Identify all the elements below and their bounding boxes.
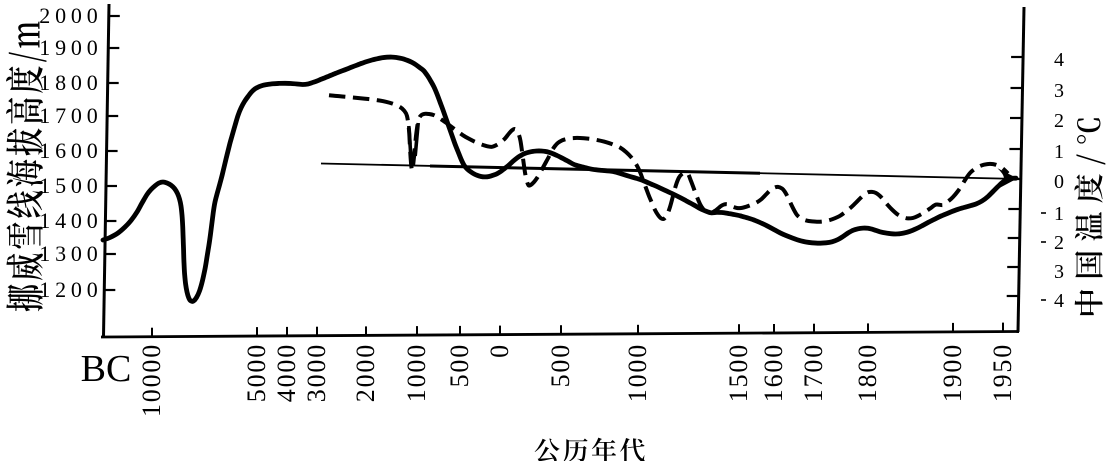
svg-text:1: 1 bbox=[1054, 141, 1064, 163]
svg-text:1200: 1200 bbox=[39, 277, 102, 302]
svg-text:1800: 1800 bbox=[39, 70, 102, 95]
svg-text:1000: 1000 bbox=[402, 343, 431, 402]
svg-text:3000: 3000 bbox=[302, 343, 331, 402]
svg-text:10000: 10000 bbox=[137, 343, 166, 417]
svg-text:0: 0 bbox=[485, 343, 514, 358]
svg-text:1000: 1000 bbox=[623, 343, 652, 402]
svg-text:1800: 1800 bbox=[853, 343, 882, 402]
svg-text:1600: 1600 bbox=[39, 138, 102, 163]
svg-text:500: 500 bbox=[445, 343, 474, 387]
svg-text:1900: 1900 bbox=[938, 343, 967, 402]
svg-text:1950: 1950 bbox=[988, 343, 1017, 402]
svg-text:3: 3 bbox=[1054, 80, 1064, 102]
svg-text:3: 3 bbox=[1054, 261, 1064, 283]
svg-text:4000: 4000 bbox=[272, 343, 301, 402]
svg-text:2: 2 bbox=[1054, 110, 1064, 132]
svg-text:4: 4 bbox=[1054, 290, 1064, 312]
svg-text:1600: 1600 bbox=[759, 343, 788, 402]
svg-text:1300: 1300 bbox=[39, 241, 102, 266]
svg-text:BC: BC bbox=[81, 348, 132, 390]
svg-text:500: 500 bbox=[546, 343, 575, 387]
svg-text:1700: 1700 bbox=[799, 343, 828, 402]
svg-text:0: 0 bbox=[1054, 171, 1064, 193]
svg-text:2000: 2000 bbox=[351, 343, 380, 402]
svg-text:1900: 1900 bbox=[39, 35, 102, 60]
svg-text:4: 4 bbox=[1054, 49, 1064, 71]
svg-text:1500: 1500 bbox=[724, 343, 753, 402]
svg-text:2: 2 bbox=[1054, 232, 1064, 254]
svg-text:1: 1 bbox=[1054, 203, 1064, 225]
svg-text:5000: 5000 bbox=[242, 343, 271, 402]
svg-text:2000: 2000 bbox=[39, 3, 102, 28]
svg-text:1700: 1700 bbox=[39, 103, 102, 128]
svg-text:1500: 1500 bbox=[39, 173, 102, 198]
svg-text:1400: 1400 bbox=[39, 208, 102, 233]
